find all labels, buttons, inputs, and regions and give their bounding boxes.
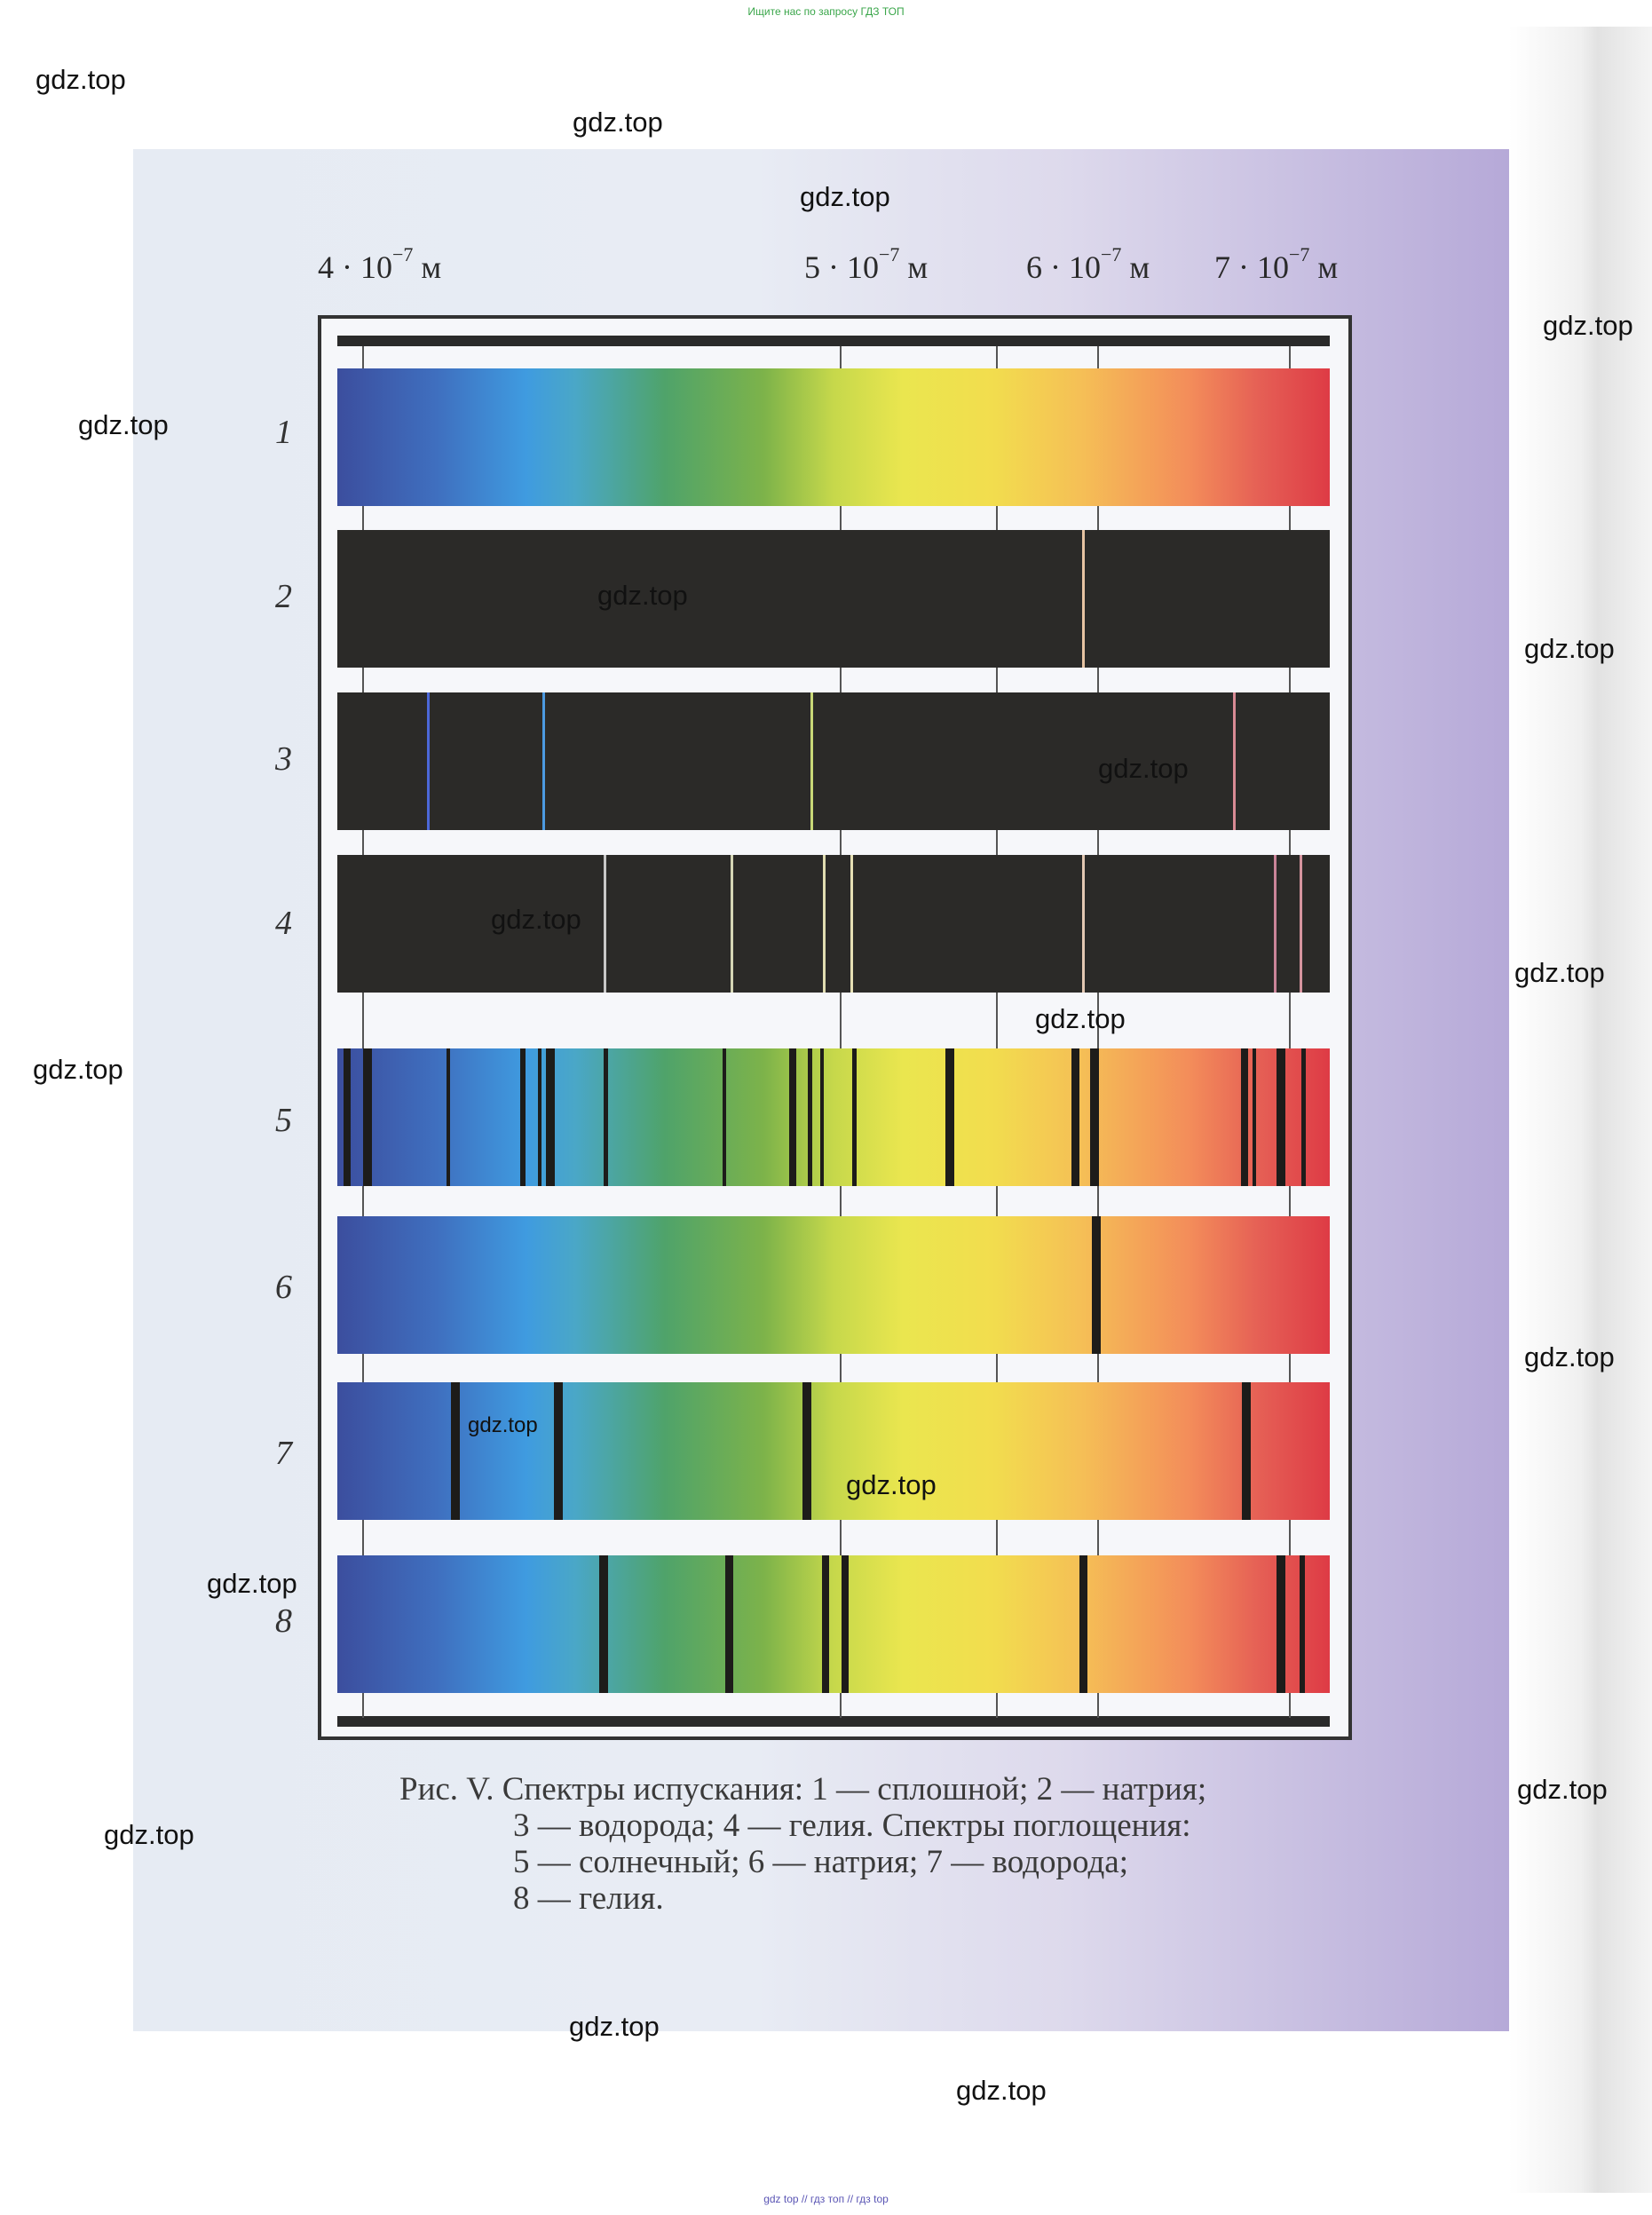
watermark: gdz.top — [36, 64, 126, 95]
emission-line-3 — [810, 692, 813, 830]
absorption-line-5 — [1079, 1555, 1087, 1693]
absorption-line-11 — [820, 1048, 824, 1186]
row-number-4: 4 — [275, 905, 292, 942]
absorption-line-7 — [1300, 1555, 1305, 1693]
row-number-8: 8 — [275, 1602, 292, 1640]
watermark: gdz.top — [1035, 1003, 1126, 1034]
emission-line-2 — [542, 692, 545, 830]
caption-line-3: 5 — солнечный; 6 — натрия; 7 — водорода; — [513, 1844, 1128, 1880]
emission-line-4 — [1233, 692, 1236, 830]
absorption-line-6 — [1277, 1555, 1285, 1693]
absorption-line-7 — [604, 1048, 608, 1186]
row-number-7: 7 — [275, 1435, 292, 1472]
emission-line-1 — [604, 855, 606, 993]
caption-line-1: Рис. V. Спектры испускания: 1 — сплошной… — [399, 1771, 1207, 1808]
bottom-banner: gdz top // гдз топ // гдз top — [763, 2193, 889, 2205]
axis-label-7e-7: 7 · 10−7 м — [1214, 243, 1339, 285]
watermark: gdz.top — [573, 107, 663, 138]
bottom-scale-rule — [337, 1716, 1330, 1727]
watermark: gdz.top — [207, 1568, 297, 1599]
watermark: gdz.top — [33, 1054, 123, 1085]
axis-label-4e-7: 4 · 10−7 м — [318, 243, 442, 285]
axis-label-6e-7: 6 · 10−7 м — [1026, 243, 1150, 285]
absorption-line-19 — [1301, 1048, 1306, 1186]
emission-line-1 — [427, 692, 430, 830]
watermark: gdz.top — [104, 1819, 194, 1850]
tick-5e-7 — [840, 346, 842, 1718]
absorption-line-14 — [1071, 1048, 1079, 1186]
emission-line-6 — [1274, 855, 1277, 993]
row-number-2: 2 — [275, 578, 292, 615]
row-number-6: 6 — [275, 1269, 292, 1306]
row-number-3: 3 — [275, 740, 292, 778]
absorption-line-17 — [1253, 1048, 1256, 1186]
absorption-line-5 — [538, 1048, 541, 1186]
absorption-line-3 — [822, 1555, 829, 1693]
absorption-line-2 — [363, 1048, 372, 1186]
absorption-line-13 — [945, 1048, 954, 1186]
watermark: gdz.top — [468, 1413, 538, 1437]
tick-6-5e-7 — [1097, 346, 1099, 1718]
caption-line-2: 3 — водорода; 4 — гелия. Спектры поглоще… — [513, 1808, 1191, 1844]
emission-line-2 — [731, 855, 733, 993]
watermark: gdz.top — [1098, 753, 1189, 784]
row-number-1: 1 — [275, 414, 292, 451]
spectrum-4-helium-emission — [337, 855, 1330, 993]
absorption-line-3 — [802, 1382, 811, 1520]
axis-label-5e-7: 5 · 10−7 м — [804, 243, 929, 285]
watermark: gdz.top — [956, 2075, 1047, 2106]
watermark: gdz.top — [491, 904, 581, 935]
absorption-line-1 — [451, 1382, 460, 1520]
spectrum-1-continuous — [337, 368, 1330, 506]
absorption-line-10 — [808, 1048, 812, 1186]
absorption-line-1 — [1092, 1216, 1101, 1354]
watermark: gdz.top — [78, 409, 169, 440]
watermark: gdz.top — [1517, 1774, 1608, 1805]
absorption-line-8 — [723, 1048, 726, 1186]
emission-line-5 — [1082, 855, 1085, 993]
spectrum-8-helium-absorption — [337, 1555, 1330, 1693]
watermark: gdz.top — [569, 2011, 660, 2042]
tick-4e-7 — [362, 346, 364, 1718]
spectrum-7-hydrogen-absorption — [337, 1382, 1330, 1520]
spectrum-2-sodium-emission — [337, 530, 1330, 668]
emission-line-7 — [1300, 855, 1302, 993]
spectrum-3-hydrogen-emission — [337, 692, 1330, 830]
absorption-line-1 — [344, 1048, 351, 1186]
watermark: gdz.top — [597, 580, 688, 611]
watermark: gdz.top — [1524, 633, 1615, 664]
absorption-line-2 — [554, 1382, 563, 1520]
watermark: gdz.top — [1543, 310, 1633, 341]
spectra-frame — [318, 315, 1352, 1740]
tick-6e-7 — [996, 346, 998, 1718]
absorption-line-4 — [1242, 1382, 1251, 1520]
top-banner: Ищите нас по запросу ГДЗ ТОП — [747, 5, 905, 18]
figure-caption: Рис. V. Спектры испускания: 1 — сплошной… — [399, 1771, 1206, 1917]
absorption-line-18 — [1277, 1048, 1285, 1186]
absorption-line-6 — [546, 1048, 555, 1186]
absorption-line-15 — [1090, 1048, 1099, 1186]
absorption-line-2 — [725, 1555, 733, 1693]
absorption-line-9 — [789, 1048, 796, 1186]
top-scale-rule — [337, 336, 1330, 346]
page-edge-shadow — [1509, 27, 1652, 2193]
absorption-line-3 — [447, 1048, 450, 1186]
absorption-line-12 — [852, 1048, 857, 1186]
watermark: gdz.top — [1514, 957, 1605, 988]
absorption-line-4 — [520, 1048, 526, 1186]
spectrum-5-solar-absorption — [337, 1048, 1330, 1186]
tick-7e-7 — [1289, 346, 1291, 1718]
emission-line-1 — [1082, 530, 1085, 668]
watermark: gdz.top — [846, 1469, 937, 1500]
row-number-5: 5 — [275, 1102, 292, 1139]
watermark: gdz.top — [800, 181, 890, 212]
caption-line-4: 8 — гелия. — [513, 1880, 664, 1917]
emission-line-3 — [823, 855, 826, 993]
absorption-line-16 — [1241, 1048, 1248, 1186]
absorption-line-4 — [842, 1555, 849, 1693]
emission-line-4 — [850, 855, 853, 993]
watermark: gdz.top — [1524, 1341, 1615, 1373]
absorption-line-1 — [599, 1555, 608, 1693]
spectrum-6-sodium-absorption — [337, 1216, 1330, 1354]
